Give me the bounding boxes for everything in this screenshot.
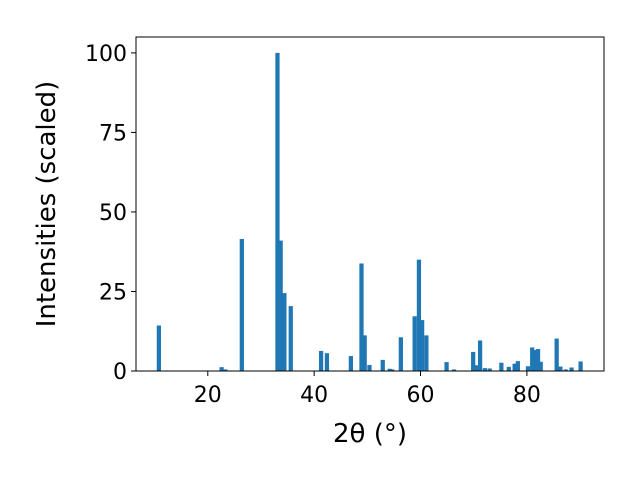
x-tick-label: 20 [194, 383, 222, 408]
bar [512, 363, 517, 371]
y-tick-label: 50 [99, 201, 127, 226]
bar [471, 351, 476, 371]
bar [538, 361, 543, 371]
bar [578, 361, 583, 371]
bar [348, 356, 353, 371]
bar [367, 364, 372, 371]
bar [535, 349, 541, 371]
bar [239, 238, 244, 371]
x-axis-label: 2θ (°) [333, 419, 407, 449]
bar [278, 240, 283, 371]
bar [324, 353, 330, 371]
y-axis-ticks: 0 25 50 75 100 [85, 42, 136, 385]
bar [451, 369, 457, 371]
bar [419, 320, 425, 371]
bar [219, 367, 224, 371]
bar [362, 335, 367, 371]
bar [412, 316, 417, 371]
bar [554, 338, 559, 371]
x-tick-label: 40 [300, 383, 328, 408]
y-tick-label: 0 [113, 360, 127, 385]
bar [515, 361, 520, 371]
bar [380, 359, 385, 371]
bar [530, 347, 535, 371]
bar [318, 350, 324, 371]
bar [359, 263, 364, 371]
bars-group [156, 52, 583, 372]
bar [398, 337, 403, 371]
bar [424, 335, 429, 371]
bar [156, 325, 161, 371]
x-tick-label: 60 [407, 383, 435, 408]
bar [390, 369, 395, 371]
y-axis-label: Intensities (scaled) [32, 81, 62, 328]
y-tick-label: 100 [85, 42, 127, 67]
bar [416, 259, 422, 371]
bar [275, 52, 280, 372]
bar [282, 293, 287, 371]
bar [482, 368, 487, 371]
bar [499, 362, 504, 371]
bar [473, 365, 478, 371]
bar [387, 368, 392, 371]
y-tick-label: 75 [99, 121, 127, 146]
bar [477, 340, 483, 371]
bar [288, 306, 293, 371]
bar [558, 366, 563, 371]
bar [532, 350, 537, 371]
bar [506, 366, 511, 371]
bar [444, 362, 449, 371]
bar [563, 369, 568, 371]
bar [487, 368, 492, 371]
x-tick-label: 80 [513, 383, 541, 408]
bar [525, 366, 531, 371]
bar [223, 369, 228, 371]
plot-frame [135, 36, 605, 372]
x-axis-ticks: 20 40 60 80 [194, 371, 541, 408]
bar [569, 367, 574, 371]
y-tick-label: 25 [99, 280, 127, 305]
